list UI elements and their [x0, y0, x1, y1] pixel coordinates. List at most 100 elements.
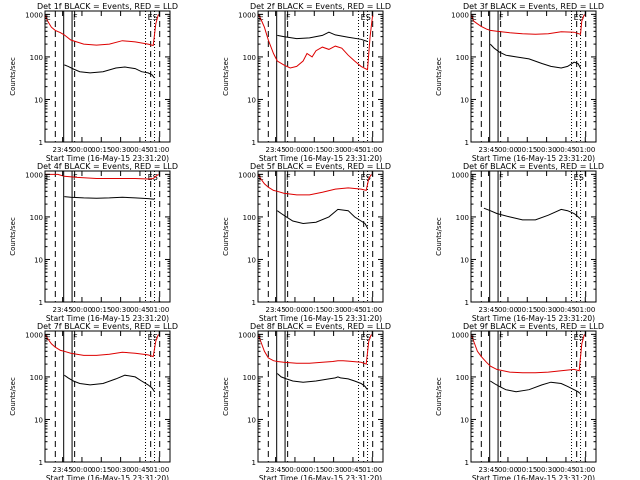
- x-axis-label: Start Time (16-May-15 23:31:20): [46, 474, 169, 480]
- x-tick-label: 00:15: [91, 146, 111, 154]
- y-tick-label: 100: [30, 214, 43, 222]
- x-tick-label: 00:00: [498, 146, 518, 154]
- x-tick-label: 00:45: [343, 146, 363, 154]
- y-tick-label: 1: [39, 299, 43, 307]
- lld-series-line: [470, 334, 585, 374]
- marker-label: F: [286, 173, 291, 182]
- x-tick-label: 00:00: [72, 306, 92, 314]
- x-tick-label: 00:30: [324, 146, 344, 154]
- x-tick-label: 00:30: [111, 146, 131, 154]
- marker-label: E: [259, 333, 264, 342]
- x-tick-label: 00:45: [130, 306, 150, 314]
- x-tick-label: 01:00: [149, 306, 169, 314]
- marker-label: F: [499, 173, 504, 182]
- y-tick-label: 100: [456, 374, 469, 382]
- y-axis-label: Counts/sec: [435, 217, 443, 256]
- x-tick-label: 01:00: [362, 306, 382, 314]
- x-axis-label: Start Time (16-May-15 23:31:20): [46, 154, 169, 163]
- x-tick-label: 01:00: [362, 466, 382, 474]
- x-tick-label: 00:30: [537, 466, 557, 474]
- y-tick-label: 1: [252, 139, 256, 147]
- panel-2: Det 2f BLACK = Events, RED = LLD E F ES 1 10 1…: [222, 2, 391, 163]
- x-tick-label: 23:45: [53, 466, 73, 474]
- x-tick-label: 23:45: [53, 306, 73, 314]
- x-tick-label: 00:00: [498, 466, 518, 474]
- x-tick-label: 23:45: [266, 146, 286, 154]
- y-tick-label: 10: [247, 256, 256, 264]
- panel-title: Det 1f BLACK = Events, RED = LLD: [37, 2, 178, 11]
- marker-label: F: [499, 13, 504, 22]
- y-tick-label: 10: [34, 416, 43, 424]
- x-tick-label: 00:45: [556, 146, 576, 154]
- y-axis-label: Counts/sec: [222, 57, 230, 96]
- marker-label: F: [73, 333, 78, 342]
- x-tick-label: 00:00: [72, 146, 92, 154]
- x-tick-label: 00:30: [111, 466, 131, 474]
- x-tick-label: 23:45: [266, 306, 286, 314]
- x-tick-label: 00:45: [556, 466, 576, 474]
- events-series-line: [277, 31, 368, 42]
- y-tick-label: 1000: [238, 171, 256, 179]
- y-tick-label: 1000: [25, 331, 43, 339]
- x-tick-label: 00:00: [498, 306, 518, 314]
- lld-series-line: [257, 174, 372, 196]
- x-tick-label: 00:00: [72, 466, 92, 474]
- panel-title: Det 4f BLACK = Events, RED = LLD: [37, 162, 178, 171]
- x-tick-label: 00:45: [130, 146, 150, 154]
- x-tick-label: 00:15: [91, 306, 111, 314]
- y-tick-label: 10: [247, 96, 256, 104]
- marker-label: F: [73, 13, 78, 22]
- marker-label: ES: [148, 173, 158, 182]
- marker-label: ES: [361, 333, 371, 342]
- y-tick-label: 10: [460, 416, 469, 424]
- plot-frame: [257, 170, 384, 303]
- marker-label: E: [472, 333, 477, 342]
- panel-1: Det 1f BLACK = Events, RED = LLD E F ES 1 10 1…: [9, 2, 178, 163]
- x-tick-label: 00:45: [556, 306, 576, 314]
- x-axis-label: Start Time (16-May-15 23:31:20): [472, 154, 595, 163]
- lld-series-line: [45, 173, 159, 180]
- y-tick-label: 100: [456, 214, 469, 222]
- x-tick-label: 01:00: [362, 146, 382, 154]
- panel-title: Det 6f BLACK = Events, RED = LLD: [463, 162, 604, 171]
- marker-label: E: [472, 173, 477, 182]
- x-tick-label: 00:15: [304, 146, 324, 154]
- x-tick-label: 23:45: [479, 306, 499, 314]
- y-axis-label: Counts/sec: [9, 377, 17, 416]
- events-series-line: [489, 43, 581, 69]
- panel-8: Det 8f BLACK = Events, RED = LLD E F ES 1 10 1…: [222, 322, 391, 480]
- y-tick-label: 1: [465, 299, 469, 307]
- x-axis-label: Start Time (16-May-15 23:31:20): [472, 314, 595, 323]
- y-tick-label: 1000: [451, 171, 469, 179]
- panel-title: Det 9f BLACK = Events, RED = LLD: [463, 322, 604, 331]
- x-tick-label: 00:15: [304, 466, 324, 474]
- events-series-line: [64, 196, 155, 200]
- panel-title: Det 7f BLACK = Events, RED = LLD: [37, 322, 178, 331]
- events-series-line: [64, 374, 155, 392]
- y-axis-label: Counts/sec: [222, 377, 230, 416]
- panel-3: Det 3f BLACK = Events, RED = LLD E F ES 1 10 1…: [435, 2, 604, 163]
- x-tick-label: 00:00: [285, 466, 305, 474]
- y-tick-label: 100: [30, 374, 43, 382]
- x-tick-label: 00:45: [343, 466, 363, 474]
- x-tick-label: 01:00: [575, 146, 595, 154]
- y-axis-label: Counts/sec: [435, 377, 443, 416]
- y-tick-label: 100: [243, 54, 256, 62]
- x-tick-label: 00:15: [517, 306, 537, 314]
- x-tick-label: 00:15: [304, 306, 324, 314]
- plot-frame: [470, 330, 597, 463]
- plot-frame: [257, 10, 384, 143]
- marker-label: ES: [574, 333, 584, 342]
- y-tick-label: 10: [34, 256, 43, 264]
- x-axis-label: Start Time (16-May-15 23:31:20): [259, 314, 382, 323]
- marker-label: E: [46, 333, 51, 342]
- y-tick-label: 10: [460, 96, 469, 104]
- x-tick-label: 00:45: [130, 466, 150, 474]
- x-tick-label: 00:00: [285, 146, 305, 154]
- y-tick-label: 1: [465, 459, 469, 467]
- events-series-line: [64, 64, 155, 79]
- x-tick-label: 23:45: [266, 466, 286, 474]
- y-axis-label: Counts/sec: [9, 217, 17, 256]
